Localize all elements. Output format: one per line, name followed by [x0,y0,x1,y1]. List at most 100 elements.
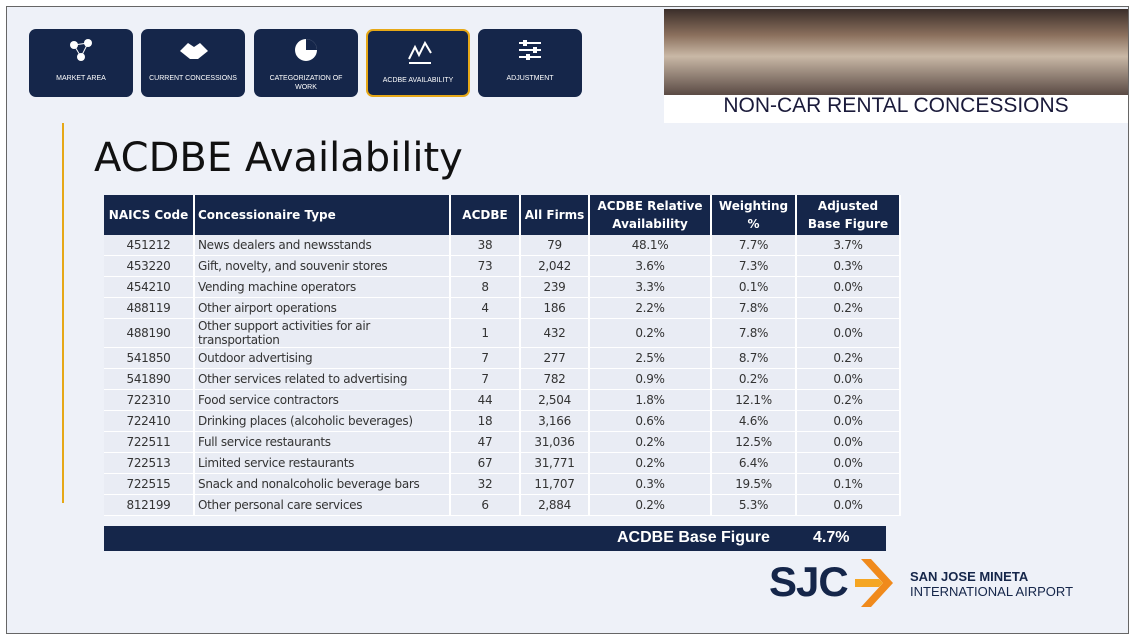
table-cell: 38 [450,235,521,256]
nav-icon [295,39,317,61]
nav-icon [180,43,208,59]
table-cell: 4 [450,297,521,319]
table-row: 488190 Other support activities for air t… [104,318,901,348]
table-row: 488119 Other airport operations 4 186 2.2% 7.… [104,297,901,319]
table-row: 722410 Drinking places (alcoholic beverag… [104,410,901,432]
column-header: All Firms [520,195,590,235]
table-cell: 1.8% [589,389,712,411]
table-cell: 3.6% [589,255,712,277]
table-cell: 0.3% [796,255,901,277]
table-cell: 7.8% [711,297,797,319]
table-cell: 8 [450,276,521,298]
table-cell: 3,166 [520,410,590,432]
table-cell: 2,504 [520,389,590,411]
table-cell: 722511 [104,431,195,453]
table-cell: 0.2% [589,494,712,516]
table-cell: 2,042 [520,255,590,277]
logo-line2: INTERNATIONAL AIRPORT [910,584,1074,599]
table-cell: Vending machine operators [194,276,451,298]
table-cell: 67 [450,452,521,474]
logo-mark: SJC [769,558,849,605]
table-cell: 0.0% [796,410,901,432]
footer-value: 4.7% [813,529,850,546]
table-cell: Gift, novelty, and souvenir stores [194,255,451,277]
table-cell: 3.3% [589,276,712,298]
table-cell: 44 [450,389,521,411]
table-cell: 722513 [104,452,195,474]
table-row: 722310 Food service contractors 44 2,504 1.8… [104,389,901,411]
column-header: Weighting % [711,195,797,235]
availability-table: NAICS Code Concessionaire Type ACDBE All Fi… [104,195,901,516]
table-cell: 454210 [104,276,195,298]
table-cell: 4.6% [711,410,797,432]
nav-label: MARKET AREA [56,75,106,82]
table-cell: Other support activities for air transpo… [194,318,451,348]
table-cell: 2.5% [589,347,712,369]
table-row: 812199 Other personal care services 6 2,884… [104,494,901,516]
table-cell: 812199 [104,494,195,516]
nav-icon [519,40,541,60]
slide: NON-CAR RENTAL CONCESSIONS ACDBE Availab… [6,6,1129,634]
table-cell: Food service contractors [194,389,451,411]
nav-button[interactable]: CATEGORIZATION OF WORK [254,29,358,97]
table-footer: ACDBE Base Figure 4.7% [104,526,886,551]
table-cell: 453220 [104,255,195,277]
nav-button[interactable]: ACDBE AVAILABILITY [366,29,470,97]
table-cell: 0.2% [796,297,901,319]
banner-title: NON-CAR RENTAL CONCESSIONS [664,95,1128,123]
table-cell: 0.2% [589,431,712,453]
table-cell: 722310 [104,389,195,411]
footer-label: ACDBE Base Figure [617,529,770,546]
table-cell: 0.2% [796,347,901,369]
table-cell: Outdoor advertising [194,347,451,369]
table-cell: 0.1% [711,276,797,298]
table-cell: 11,707 [520,473,590,495]
table-cell: 48.1% [589,235,712,256]
table-cell: 277 [520,347,590,369]
table-row: 453220 Gift, novelty, and souvenir stores… [104,255,901,277]
table-cell: 19.5% [711,473,797,495]
table-cell: 7.8% [711,318,797,348]
nav-button[interactable]: MARKET AREA [29,29,133,97]
table-cell: 12.5% [711,431,797,453]
table-cell: 7.7% [711,235,797,256]
nav-icon [408,40,432,64]
column-header: NAICS Code [104,195,195,235]
nav-icon [70,39,92,61]
table-cell: 3.7% [796,235,901,256]
nav-label: CURRENT CONCESSIONS [149,75,237,82]
table-cell: 6.4% [711,452,797,474]
table-cell: 0.0% [796,276,901,298]
table-cell: 722515 [104,473,195,495]
table-cell: 0.0% [796,452,901,474]
column-header: Concessionaire Type [194,195,451,235]
table-cell: 432 [520,318,590,348]
table-row: 722513 Limited service restaurants 67 31,77… [104,452,901,474]
slide-title: ACDBE Availability [94,135,463,181]
table-cell: 0.0% [796,368,901,390]
table-cell: 12.1% [711,389,797,411]
table-cell: 2.2% [589,297,712,319]
nav-button[interactable]: CURRENT CONCESSIONS [141,29,245,97]
table-cell: 541850 [104,347,195,369]
table-cell: 0.9% [589,368,712,390]
table-cell: 0.2% [711,368,797,390]
table-cell: 1 [450,318,521,348]
nav-label: ACDBE AVAILABILITY [382,77,454,84]
table-body: 451212 News dealers and newsstands 38 79 48.… [104,235,901,516]
table-cell: 541890 [104,368,195,390]
table-row: 541890 Other services related to advertis… [104,368,901,390]
table-cell: 32 [450,473,521,495]
table-cell: 488119 [104,297,195,319]
nav-label: CATEGORIZATION OF WORK [269,75,343,91]
table-cell: 722410 [104,410,195,432]
column-header: ACDBE Relative Availability [589,195,712,235]
table-cell: Limited service restaurants [194,452,451,474]
table-cell: 0.0% [796,494,901,516]
nav-button[interactable]: ADJUSTMENT [478,29,582,97]
table-cell: 239 [520,276,590,298]
table-cell: 0.2% [589,318,712,348]
table-cell: 31,036 [520,431,590,453]
column-header: ACDBE [450,195,521,235]
table-cell: 47 [450,431,521,453]
